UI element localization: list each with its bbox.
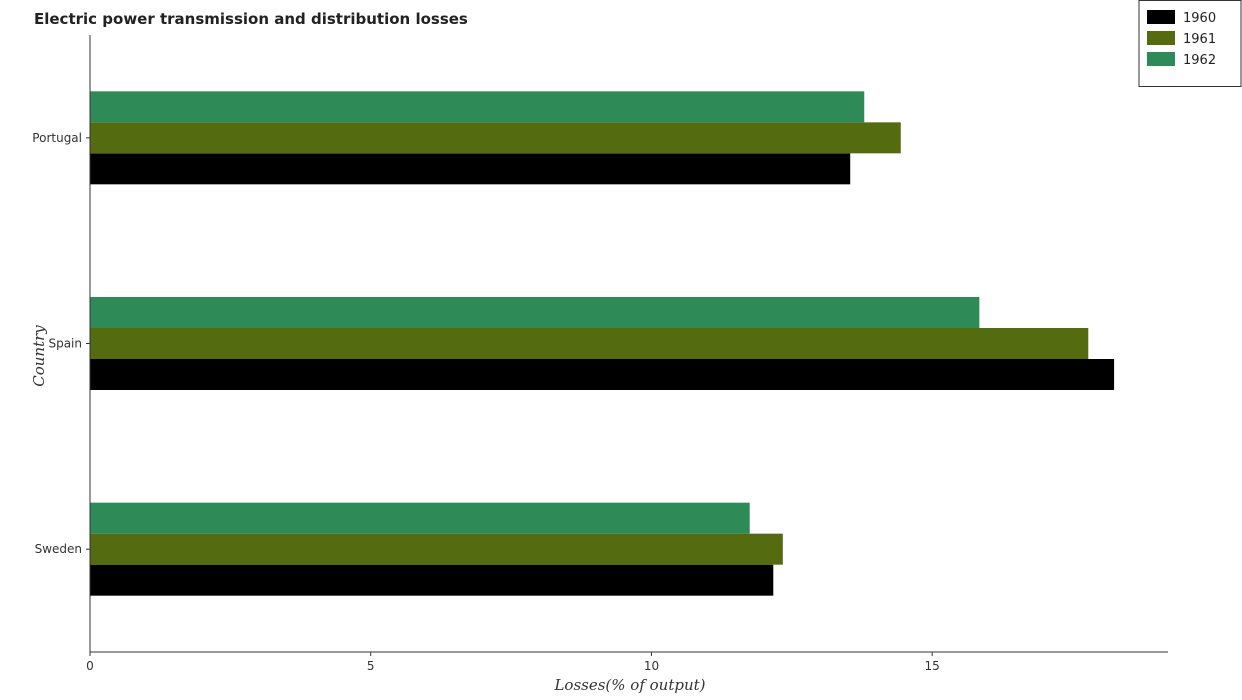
legend-label-1960: 1960	[1183, 11, 1216, 26]
bar-spain-1962	[90, 297, 980, 328]
x-tick-label: 15	[925, 659, 940, 673]
chart-title: Electric power transmission and distribu…	[34, 10, 468, 28]
y-axis-label: Country	[30, 325, 48, 387]
legend-label-1962: 1962	[1183, 53, 1216, 68]
legend-label-1961: 1961	[1183, 32, 1216, 47]
bar-sweden-1962	[90, 502, 750, 534]
axes: Portugal Spain Sweden 0 5 10 15	[32, 35, 1168, 673]
legend-swatch-1962	[1147, 52, 1175, 66]
bar-sweden-1960	[90, 564, 774, 596]
bar-portugal-1962	[90, 91, 865, 123]
legend-swatch-1960	[1147, 10, 1175, 24]
y-tick-label-portugal: Portugal	[32, 131, 82, 145]
x-axis-label: Losses(% of output)	[553, 676, 705, 694]
bar-spain-1961	[90, 328, 1089, 359]
bar-portugal-1961	[90, 122, 901, 154]
x-tick-label: 0	[86, 659, 94, 673]
plot-area	[90, 91, 1115, 596]
y-tick-label-sweden: Sweden	[35, 542, 82, 556]
y-tick-label-spain: Spain	[48, 337, 82, 351]
bar-sweden-1961	[90, 533, 783, 565]
bar-spain-1960	[90, 359, 1115, 390]
legend: 1960 1961 1962	[1138, 0, 1242, 87]
legend-swatch-1961	[1147, 31, 1175, 45]
x-tick-label: 10	[644, 659, 659, 673]
x-tick-label: 5	[367, 659, 375, 673]
bar-portugal-1960	[90, 153, 851, 185]
